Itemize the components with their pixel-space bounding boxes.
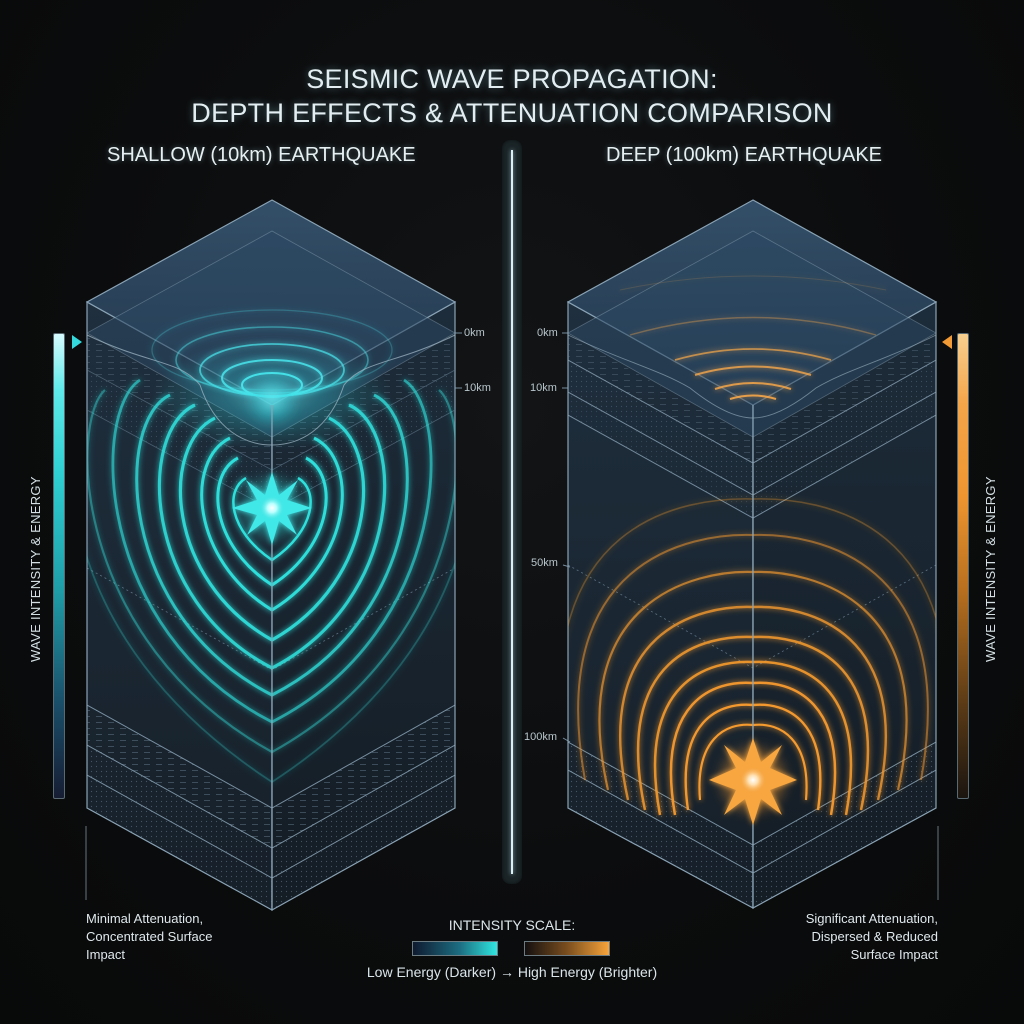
shallow-caption-line-2: Concentrated Surface xyxy=(86,929,213,944)
deep-panel-heading: DEEP (100km) EARTHQUAKE xyxy=(606,144,883,166)
shallow-panel-heading: SHALLOW (10km) EARTHQUAKE xyxy=(107,144,416,166)
low-energy-label: Low Energy (Darker) xyxy=(366,964,497,980)
intensity-scale-caption: Low Energy (Darker) → High Energy (Brigh… xyxy=(0,964,1024,980)
arrow-right-icon: → xyxy=(499,964,514,980)
title-line-1: SEISMIC WAVE PROPAGATION: xyxy=(306,64,718,94)
right-depth-label-50km: 50km xyxy=(531,557,558,569)
cyan-scale-swatch xyxy=(412,941,498,956)
shallow-hypocenter-icon xyxy=(232,472,312,545)
shallow-earth-block xyxy=(85,199,457,912)
deep-hypocenter-icon xyxy=(709,738,797,825)
high-energy-label: High Energy (Brighter) xyxy=(517,964,658,980)
shallow-caption-line-3: Impact xyxy=(86,947,126,962)
deep-caption-line-3: Surface Impact xyxy=(850,947,938,962)
deep-earth-block xyxy=(566,199,938,910)
left-intensity-pointer-icon xyxy=(72,335,82,349)
right-depth-label-0km: 0km xyxy=(537,327,558,339)
title-line-2: DEPTH EFFECTS & ATTENUATION COMPARISON xyxy=(191,98,833,128)
right-depth-label-100km: 100km xyxy=(524,731,558,743)
shallow-caption-line-1: Minimal Attenuation, xyxy=(86,911,204,926)
left-depth-label-0km: 0km xyxy=(464,327,485,339)
right-intensity-pointer-icon xyxy=(942,335,952,349)
intensity-scale-title: INTENSITY SCALE: xyxy=(448,917,576,933)
center-divider-line xyxy=(511,150,513,874)
right-intensity-label: WAVE INTENSITY & ENERGY xyxy=(983,476,998,662)
right-depth-label-10km: 10km xyxy=(530,382,557,394)
deep-caption-line-1: Significant Attenuation, xyxy=(805,911,938,926)
left-intensity-label: WAVE INTENSITY & ENERGY xyxy=(28,476,43,662)
deep-caption: Significant Attenuation, Dispersed & Red… xyxy=(738,910,938,964)
orange-scale-swatch xyxy=(524,941,610,956)
shallow-caption: Minimal Attenuation, Concentrated Surfac… xyxy=(86,910,212,964)
right-intensity-bar xyxy=(957,333,969,799)
left-depth-label-10km: 10km xyxy=(464,382,491,394)
deep-caption-line-2: Dispersed & Reduced xyxy=(811,929,938,944)
left-intensity-bar xyxy=(53,333,65,799)
